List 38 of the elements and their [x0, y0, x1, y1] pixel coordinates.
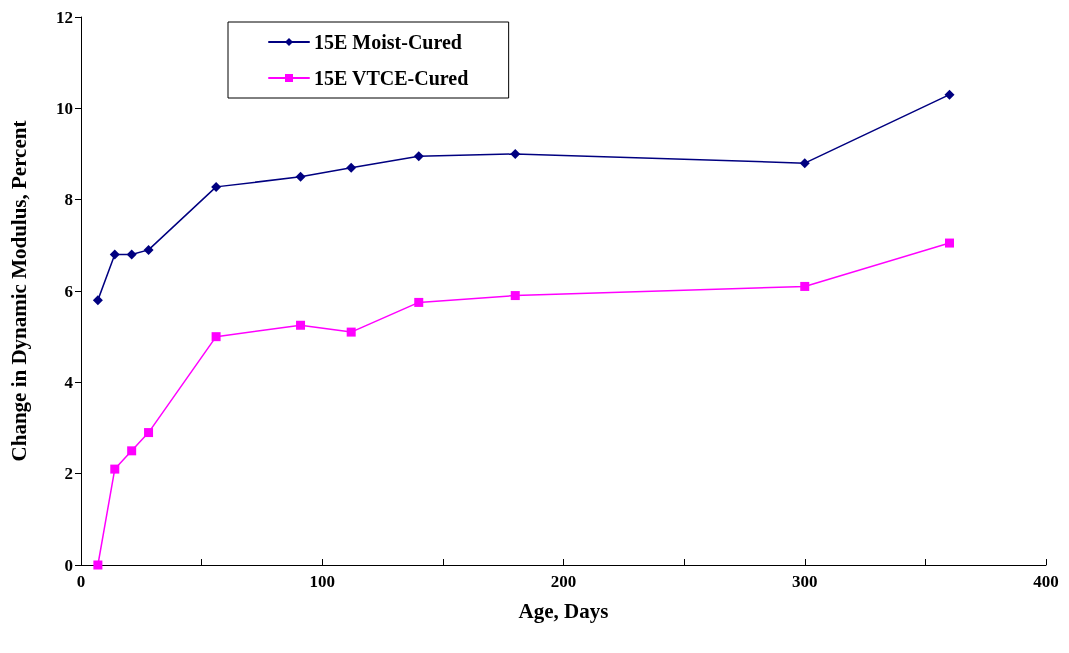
y-tick-label: 12: [56, 7, 73, 27]
y-axis-title: Change in Dynamic Modulus, Percent: [6, 120, 31, 462]
y-tick-label: 0: [64, 555, 73, 575]
y-tick-label: 8: [64, 190, 73, 210]
point: [413, 151, 424, 162]
point: [799, 158, 810, 169]
point: [127, 446, 137, 456]
x-tick-label: 0: [76, 572, 86, 591]
y-tick-label: 2: [64, 464, 73, 484]
point: [211, 181, 222, 192]
point: [93, 560, 103, 570]
point: [211, 332, 221, 342]
x-axis-title: Age, Days: [518, 598, 609, 623]
x-tick-label: 300: [792, 572, 818, 591]
y-tick-label: 6: [64, 281, 73, 301]
point: [510, 149, 521, 159]
point: [296, 320, 306, 330]
point: [414, 297, 424, 307]
point: [346, 327, 356, 337]
x-tick-label: 400: [1033, 572, 1059, 591]
y-tick-label: 4: [64, 372, 74, 392]
legend-label: 15E Moist-Cured: [314, 31, 462, 53]
legend-label: 15E VTCE-Cured: [314, 67, 469, 89]
point: [126, 249, 137, 260]
point: [510, 291, 520, 301]
point: [295, 171, 306, 182]
point: [144, 428, 154, 438]
point: [109, 249, 120, 260]
x-tick-label: 200: [550, 572, 577, 591]
point: [800, 281, 810, 291]
point: [944, 89, 955, 100]
point: [346, 162, 357, 173]
point: [945, 238, 954, 248]
x-tick-label: 100: [309, 572, 335, 591]
point: [143, 244, 154, 255]
y-tick-label: 10: [56, 98, 73, 118]
point: [110, 464, 120, 474]
point: [92, 295, 103, 306]
